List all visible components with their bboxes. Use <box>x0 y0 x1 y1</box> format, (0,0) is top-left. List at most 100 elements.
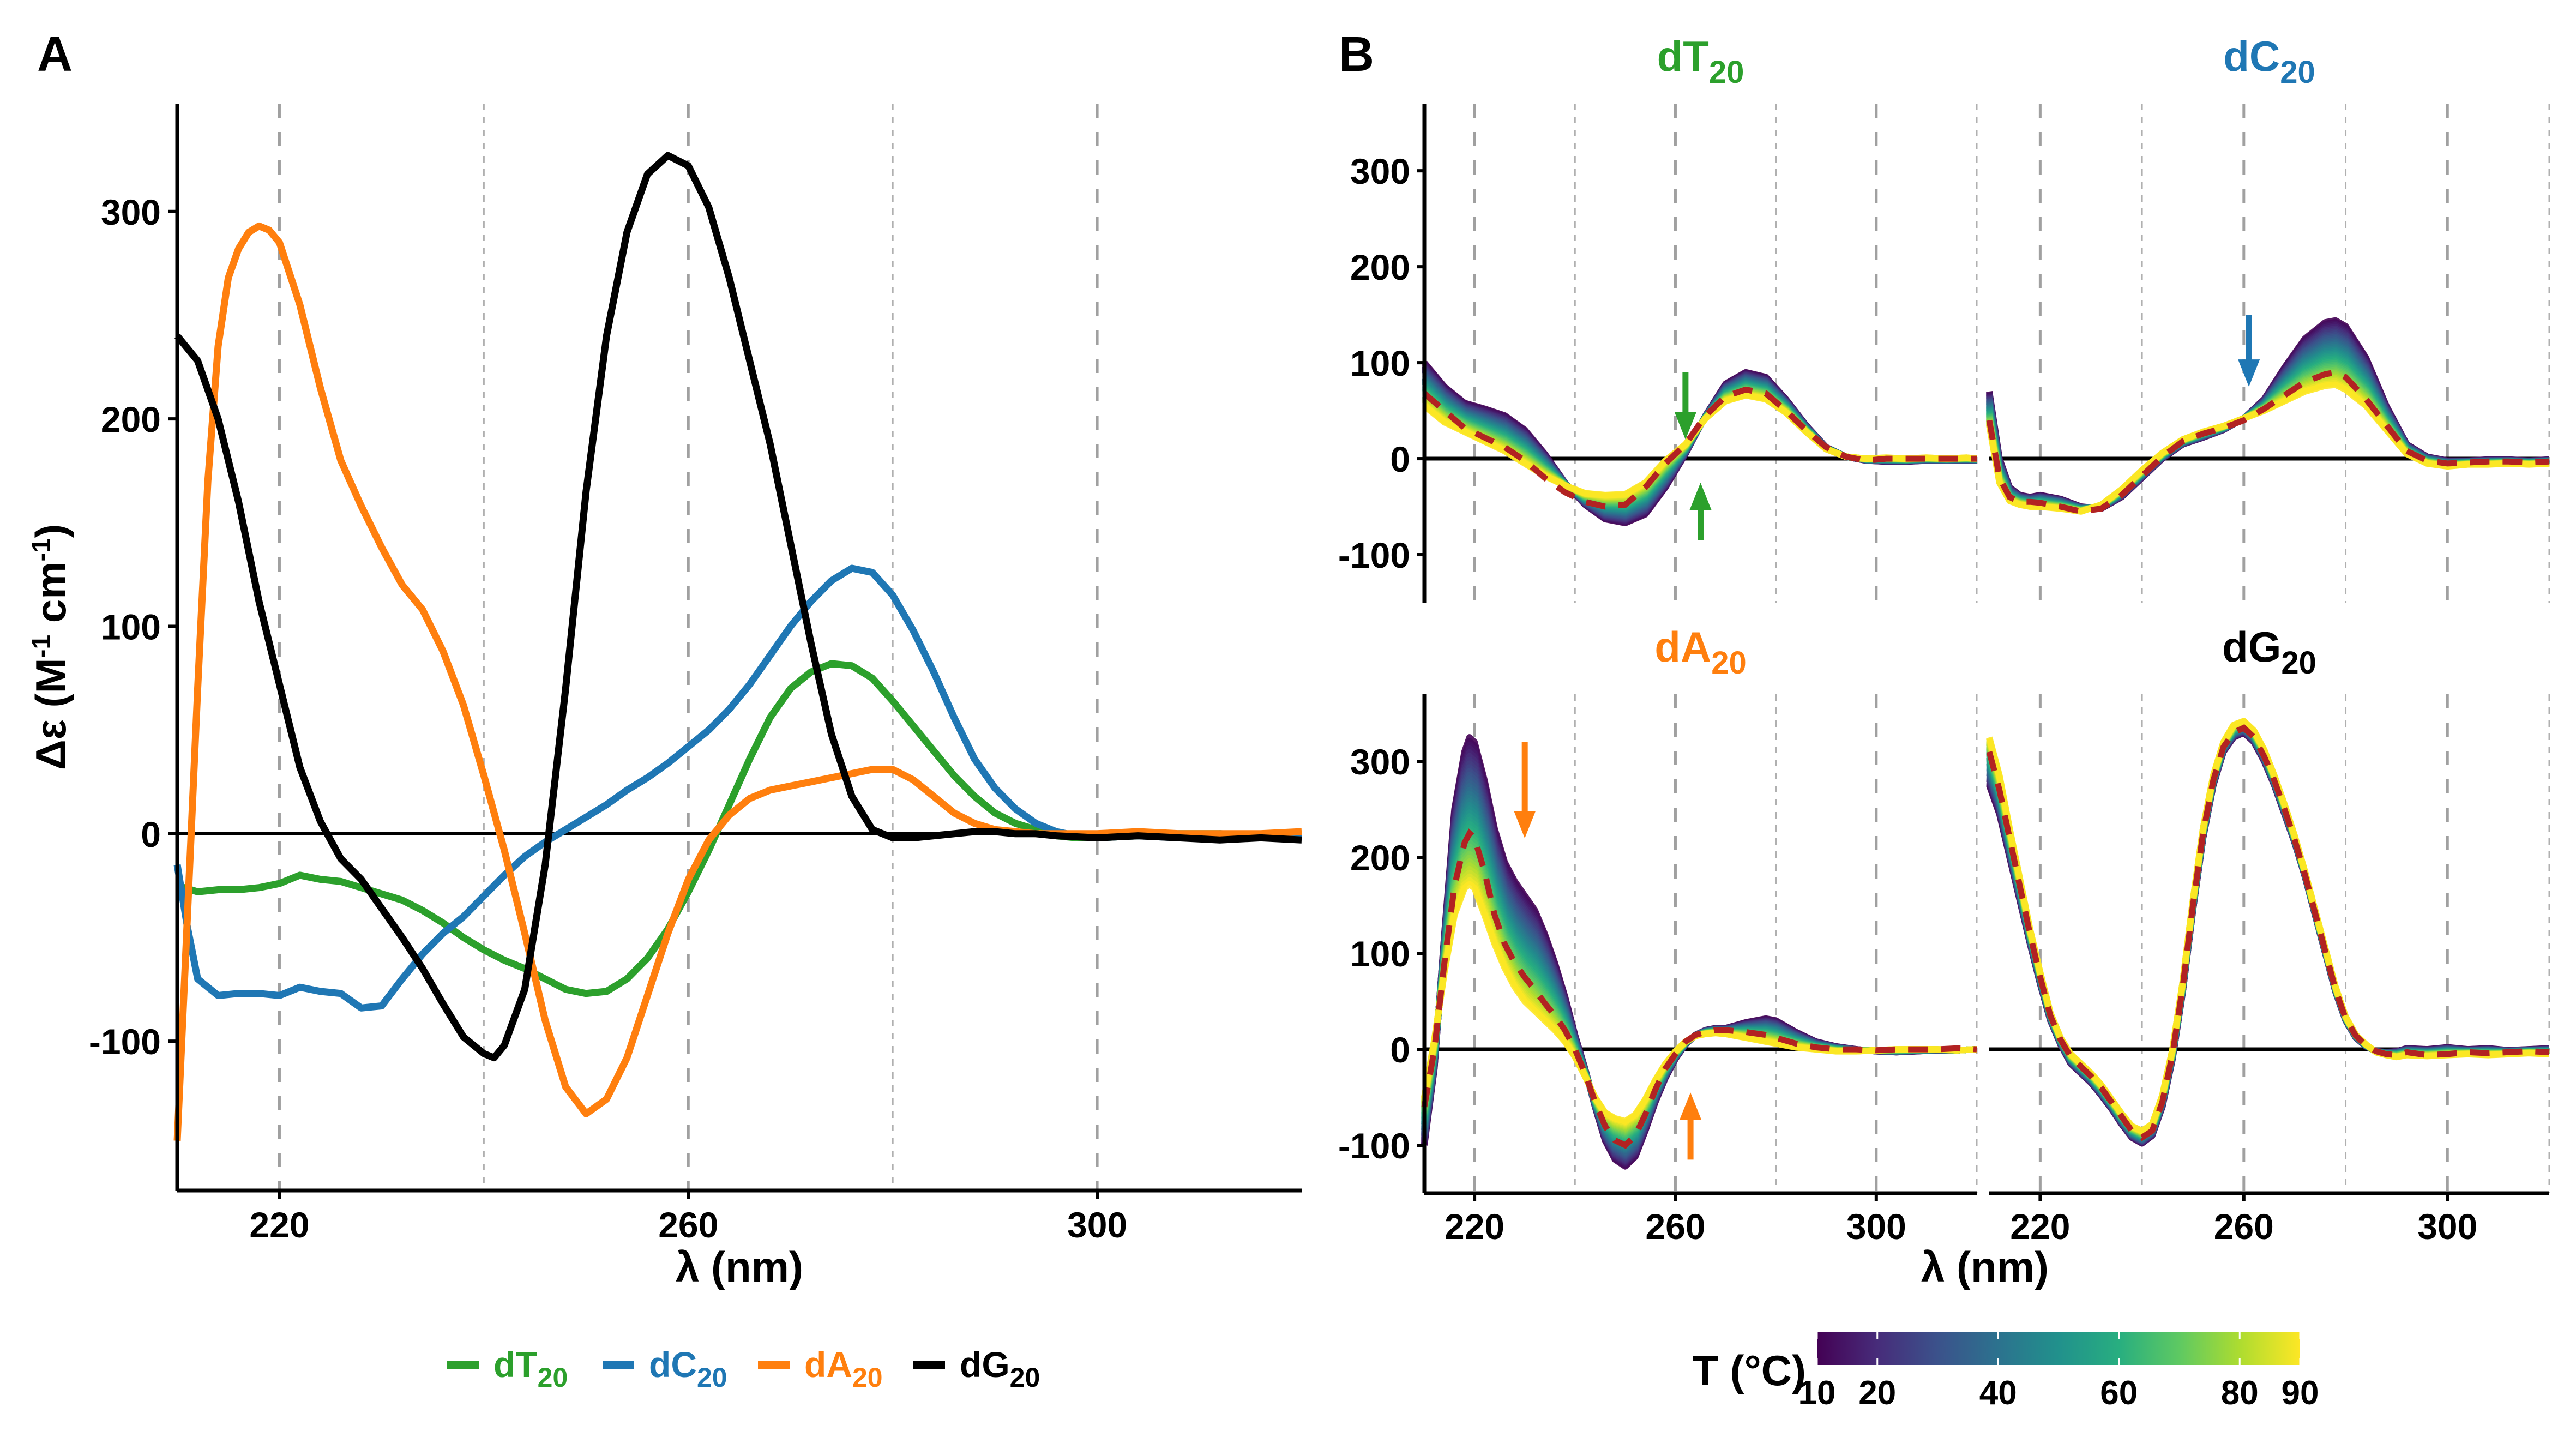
colorbar-tick-label: 20 <box>1858 1374 1896 1412</box>
y-tick-label: 200 <box>1350 838 1410 878</box>
temperature-curve <box>1986 344 2550 512</box>
x-tick-label: 300 <box>1067 1205 1127 1245</box>
panel-a-y-ticks: -100 0 100 200 300 <box>89 192 177 1062</box>
temperature-curve <box>1986 728 2550 1146</box>
temperature-colorbar: T (°C) 10 20 40 60 80 90 <box>1692 1332 2319 1412</box>
y-tick-label: 0 <box>1390 1030 1410 1070</box>
y-tick-label: -100 <box>1338 1126 1410 1166</box>
panel-a-plot: -100 0 100 200 300 220 260 300 λ (nm) Δε (M-1 … <box>27 104 1302 1393</box>
temperature-curve <box>1986 718 2550 1134</box>
x-tick-label: 300 <box>1846 1206 1906 1247</box>
x-tick-label: 220 <box>1445 1206 1504 1247</box>
temperature-curve <box>1986 350 2550 513</box>
temperature-curve <box>1986 726 2550 1144</box>
temperature-curve <box>1986 348 2550 513</box>
colorbar-tick-label: 40 <box>1979 1374 2017 1412</box>
temperature-curve <box>1986 725 2550 1143</box>
facet-da20: dA20 -100 0 100 200 300 220 260 300 <box>1338 623 1978 1247</box>
panel-a-y-axis-title: Δε (M-1 cm-1) <box>27 524 75 770</box>
x-tick-label: 260 <box>1645 1206 1705 1247</box>
panel-a-label: A <box>37 27 73 82</box>
y-tick-label: 300 <box>1350 742 1410 782</box>
x-tick-label: 260 <box>658 1205 718 1245</box>
arrow-head-up-icon <box>1680 1092 1702 1120</box>
colorbar-tick-label: 10 <box>1798 1374 1836 1412</box>
y-title-sup2: -1 <box>27 538 56 562</box>
colorbar-title: T (°C) <box>1692 1346 1806 1394</box>
temperature-curve <box>1986 328 2550 512</box>
facet-title-da20: dA20 <box>1654 623 1747 681</box>
colorbar-tick-label: 90 <box>2282 1374 2319 1412</box>
y-title-sup1: -1 <box>27 635 56 658</box>
y-tick-label: 100 <box>1350 934 1410 974</box>
temperature-curve <box>1986 728 2550 1146</box>
y-tick-label: 300 <box>1350 151 1410 191</box>
temperature-curve <box>1986 727 2550 1145</box>
x-tick-label: 220 <box>2010 1206 2070 1247</box>
y-tick-label: 100 <box>101 606 161 647</box>
temperature-curve <box>1986 352 2550 513</box>
temperature-curve <box>1986 725 2550 1142</box>
colorbar-ticks: 10 20 40 60 80 90 <box>1798 1332 2319 1412</box>
y-tick-label: 200 <box>1350 247 1410 287</box>
temperature-curve <box>1986 347 2550 513</box>
series-line-dc20 <box>173 564 1302 1012</box>
temperature-curve <box>1986 725 2550 1143</box>
y-title-mid: cm <box>27 561 75 634</box>
temperature-curve <box>1986 318 2550 512</box>
temperature-curve <box>1986 317 2550 512</box>
temperature-curve <box>1986 320 2550 512</box>
temperature-curve <box>1986 345 2550 512</box>
temperature-curve <box>1986 724 2550 1141</box>
y-tick-label: -100 <box>89 1021 161 1062</box>
temperature-curve <box>1986 330 2550 512</box>
reference-dashed-curve <box>1422 386 1977 510</box>
temperature-curve <box>1986 333 2550 512</box>
temperature-curve <box>1986 725 2550 1143</box>
legend-label-dt20: dT20 <box>493 1344 568 1393</box>
y-title-main: Δε (M <box>27 658 75 771</box>
x-tick-label: 260 <box>2214 1206 2274 1247</box>
temperature-curve <box>1986 724 2550 1142</box>
arrow-head-down-icon <box>1674 412 1696 440</box>
temperature-curve <box>1986 339 2550 512</box>
facet-dc20: dC20 <box>1986 32 2550 603</box>
temperature-curve <box>1986 727 2550 1145</box>
arrow-head-down-icon <box>2238 359 2260 387</box>
temperature-curve <box>1986 720 2550 1137</box>
series-line-dt20 <box>176 660 1302 997</box>
temperature-curve <box>1986 322 2550 512</box>
panel-b-plot: dT20 -100 0 100 200 300 dC20 dA20 -100 0 100 200 300… <box>1338 32 2550 1247</box>
temperature-curve <box>1986 726 2550 1143</box>
temperature-curve <box>1986 729 2550 1146</box>
y-tick-label: -100 <box>1338 535 1410 575</box>
y-tick-label: 0 <box>141 814 161 855</box>
y-title-end: ) <box>27 524 75 538</box>
panel-a-legend: dT20 dC20 dA20 dG20 <box>447 1344 1040 1393</box>
panel-a-x-axis-title: λ (nm) <box>676 1243 803 1291</box>
legend-label-da20: dA20 <box>804 1344 883 1393</box>
temperature-curve <box>1986 724 2550 1141</box>
arrow-head-up-icon <box>1689 483 1712 510</box>
temperature-curve <box>1986 340 2550 512</box>
temperature-curve <box>1986 723 2550 1140</box>
x-tick-label: 220 <box>249 1205 309 1245</box>
reference-dashed-curve <box>1986 724 2550 1141</box>
temperature-curve <box>1986 327 2550 512</box>
temperature-curve <box>1986 723 2550 1140</box>
y-tick-label: 0 <box>1390 439 1410 479</box>
temperature-curve <box>1986 722 2550 1139</box>
legend-label-dc20: dC20 <box>649 1344 727 1393</box>
colorbar-gradient <box>1817 1332 2300 1365</box>
series-line-dg20 <box>174 152 1302 1062</box>
temperature-curve <box>1986 720 2550 1137</box>
facet-title-dc20: dC20 <box>2223 32 2315 90</box>
temperature-curve <box>1986 721 2550 1138</box>
temperature-curve <box>1986 720 2550 1137</box>
arrow-head-down-icon <box>1514 810 1536 838</box>
temperature-curve <box>1986 358 2550 513</box>
temperature-curve <box>1986 729 2550 1146</box>
series-line-da20 <box>173 222 1302 1141</box>
temperature-curve <box>1986 342 2550 512</box>
temperature-curve <box>1986 722 2550 1139</box>
